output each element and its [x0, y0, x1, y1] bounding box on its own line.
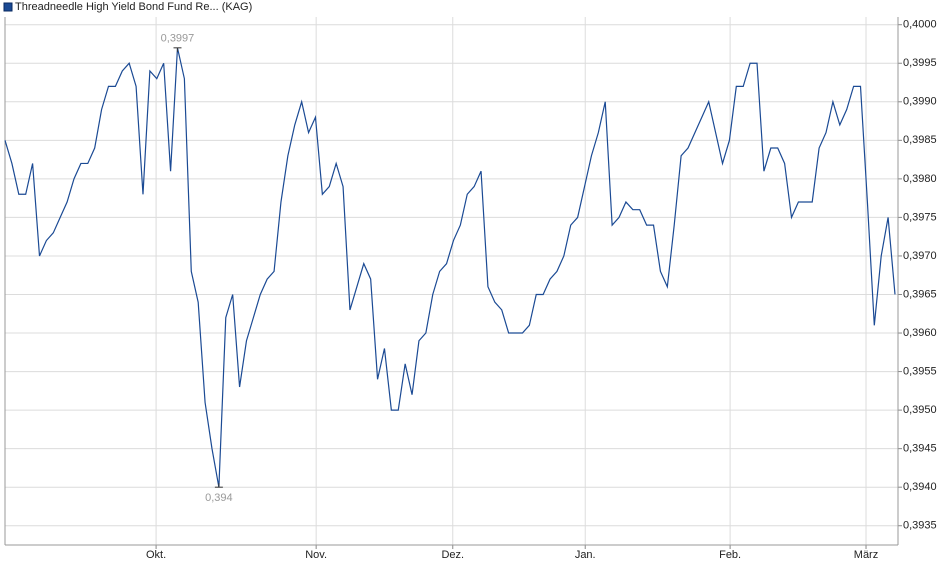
x-tick-label: Feb.	[719, 549, 741, 561]
y-tick-label: 0,3965	[903, 288, 937, 300]
y-tick-label: 0,3935	[903, 520, 937, 532]
y-tick-label: 0,3940	[903, 481, 937, 493]
y-tick-label: 0,3980	[903, 173, 937, 185]
y-tick-label: 0,3990	[903, 96, 937, 108]
extreme-label: 0,3997	[161, 33, 195, 45]
y-tick-label: 0,4000	[903, 19, 937, 31]
y-tick-label: 0,3945	[903, 443, 937, 455]
y-tick-label: 0,3960	[903, 327, 937, 339]
x-tick-label: Jan.	[575, 549, 596, 561]
y-tick-label: 0,3995	[903, 57, 937, 69]
x-tick-label: Dez.	[441, 549, 464, 561]
price-line	[4, 47, 896, 488]
y-tick-label: 0,3955	[903, 365, 937, 377]
extreme-label: 0,394	[205, 492, 233, 504]
y-tick-label: 0,3950	[903, 404, 937, 416]
y-tick-label: 0,3985	[903, 134, 937, 146]
y-tick-label: 0,3970	[903, 250, 937, 262]
x-tick-label: Okt.	[146, 549, 166, 561]
x-tick-label: Nov.	[305, 549, 327, 561]
legend-swatch	[3, 2, 13, 12]
legend-label: Threadneedle High Yield Bond Fund Re... …	[15, 1, 252, 13]
y-tick-label: 0,3975	[903, 211, 937, 223]
x-tick-label: März	[854, 549, 878, 561]
